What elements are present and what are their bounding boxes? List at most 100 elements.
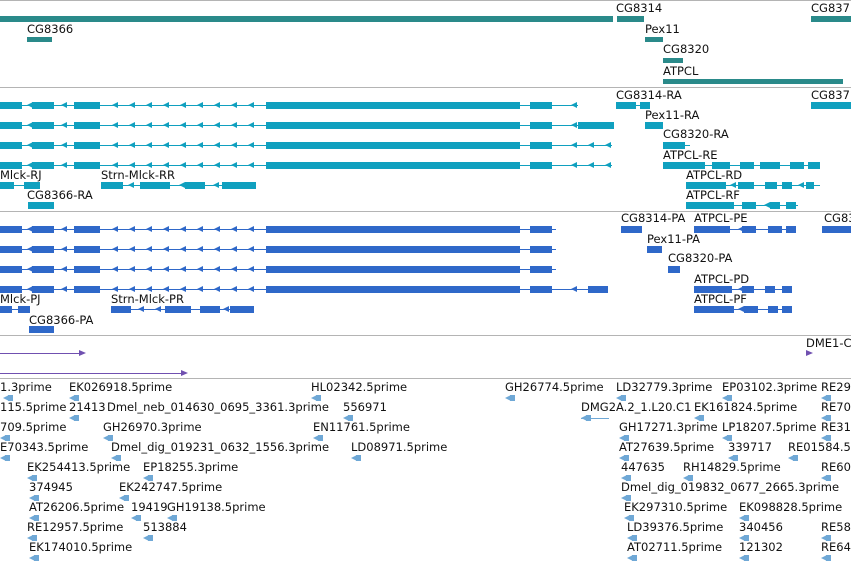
est-marker[interactable] (581, 415, 587, 421)
est-line[interactable] (581, 418, 609, 419)
est-marker[interactable] (627, 555, 633, 561)
est-marker[interactable] (69, 415, 75, 421)
region-label[interactable]: DME1-C (806, 336, 851, 350)
est-marker[interactable] (69, 395, 75, 401)
est-marker[interactable] (29, 555, 35, 561)
est-marker[interactable] (351, 455, 357, 461)
transcript-label[interactable]: ATPCL-RE (663, 148, 718, 162)
est-label[interactable]: AT02711.5prime (627, 540, 723, 554)
est-label[interactable]: RE12957.5prime (27, 520, 124, 534)
est-marker[interactable] (821, 415, 827, 421)
est-marker[interactable] (619, 435, 625, 441)
est-label[interactable]: 447635 (621, 460, 665, 474)
est-marker[interactable] (821, 395, 827, 401)
transcript-label[interactable]: CG837 (811, 88, 850, 102)
protein-label[interactable]: CG8314-PA (621, 211, 686, 225)
est-label[interactable]: EK297310.5prime (624, 500, 728, 514)
gene-block[interactable] (645, 37, 663, 42)
est-marker[interactable] (0, 435, 6, 441)
est-marker[interactable] (627, 535, 633, 541)
est-marker[interactable] (739, 535, 745, 541)
region-line[interactable] (0, 373, 181, 374)
est-label[interactable]: AT26206.5prime (29, 500, 125, 514)
est-marker[interactable] (739, 555, 745, 561)
est-label[interactable]: 556971 (343, 400, 387, 414)
est-marker[interactable] (739, 515, 745, 521)
est-marker[interactable] (103, 435, 109, 441)
est-marker[interactable] (119, 495, 125, 501)
est-marker[interactable] (821, 555, 827, 561)
est-label[interactable]: RE58 (821, 520, 851, 534)
est-label[interactable]: 513884 (143, 520, 187, 534)
est-marker[interactable] (29, 495, 35, 501)
est-label[interactable]: RE60 (821, 460, 851, 474)
est-marker[interactable] (624, 515, 630, 521)
est-label[interactable]: 21413 (69, 400, 106, 414)
est-label[interactable]: Dmel_dig_019832_0677_2665.3prime (621, 480, 840, 494)
est-label[interactable]: EP18255.3prime (143, 460, 239, 474)
est-label[interactable]: 121302 (739, 540, 783, 554)
protein-label[interactable]: Mlck-PJ (0, 292, 41, 306)
est-label[interactable]: Dmel_dig_019231_0632_1556.3prime (111, 440, 330, 454)
est-label[interactable]: EN11761.5prime (313, 420, 410, 434)
est-marker[interactable] (131, 515, 137, 521)
est-label[interactable]: EP03102.3prime (722, 380, 818, 394)
est-marker[interactable] (683, 475, 689, 481)
est-label[interactable]: GH26970.3prime (103, 420, 202, 434)
est-marker[interactable] (621, 475, 627, 481)
est-marker[interactable] (616, 395, 622, 401)
gene-label[interactable]: Pex11 (645, 22, 680, 36)
gene-label[interactable]: CG837 (811, 1, 850, 15)
est-label[interactable]: LP18207.5prime (722, 420, 817, 434)
gene-block[interactable] (811, 16, 851, 22)
gene-block[interactable] (663, 58, 683, 63)
protein-label[interactable]: ATPCL-PE (694, 211, 748, 225)
gene-block[interactable] (0, 16, 613, 22)
region-arrowhead[interactable] (806, 350, 813, 356)
est-label[interactable]: 340456 (739, 520, 783, 534)
est-marker[interactable] (0, 455, 6, 461)
est-label[interactable]: LD08971.5prime (351, 440, 448, 454)
est-marker[interactable] (143, 535, 149, 541)
est-marker[interactable] (29, 515, 35, 521)
est-label[interactable]: RE29 (821, 380, 851, 394)
transcript-label[interactable]: ATPCL-RD (686, 168, 743, 182)
est-label[interactable]: EK098828.5prime (739, 500, 843, 514)
est-marker[interactable] (111, 455, 117, 461)
transcript-label[interactable]: CG8314-RA (616, 88, 682, 102)
gene-label[interactable]: CG8366 (27, 22, 74, 36)
est-marker[interactable] (722, 395, 728, 401)
est-marker[interactable] (27, 535, 33, 541)
protein-label[interactable]: Strn-Mlck-PR (111, 292, 184, 306)
protein-label[interactable]: ATPCL-PF (694, 292, 747, 306)
est-label[interactable]: RE01584.5 (788, 440, 851, 454)
protein-label[interactable]: CG83 (824, 211, 851, 225)
transcript-label[interactable]: CG8366-RA (27, 188, 93, 202)
est-label[interactable]: HL02342.5prime (311, 380, 408, 394)
est-label[interactable]: E70343.5prime (0, 440, 89, 454)
est-marker[interactable] (619, 455, 625, 461)
protein-label[interactable]: CG8366-PA (29, 313, 94, 327)
region-line[interactable] (0, 353, 79, 354)
est-label[interactable]: DMG2A.2_1.L20.C1 (581, 400, 692, 414)
est-label[interactable]: 374945 (29, 480, 73, 494)
protein-label[interactable]: Pex11-PA (647, 232, 701, 246)
est-marker[interactable] (3, 395, 9, 401)
est-marker[interactable] (788, 455, 794, 461)
est-marker[interactable] (313, 435, 319, 441)
gene-block[interactable] (663, 79, 843, 84)
est-label[interactable]: RE64 (821, 540, 851, 554)
est-label[interactable]: LD32779.3prime (616, 380, 713, 394)
est-label[interactable]: Dmel_neb_014630_0695_3361.3prime (107, 400, 329, 414)
transcript-label[interactable]: ATPCL-RF (686, 188, 740, 202)
est-marker[interactable] (167, 515, 173, 521)
est-label[interactable]: AT27639.5prime (619, 440, 715, 454)
est-label[interactable]: RE70 (821, 400, 851, 414)
est-marker[interactable] (821, 435, 827, 441)
protein-label[interactable]: CG8320-PA (668, 251, 733, 265)
est-marker[interactable] (343, 415, 349, 421)
est-marker[interactable] (722, 435, 728, 441)
est-label[interactable]: GH19138.5prime (167, 500, 266, 514)
est-label[interactable]: EK174010.5prime (29, 540, 133, 554)
